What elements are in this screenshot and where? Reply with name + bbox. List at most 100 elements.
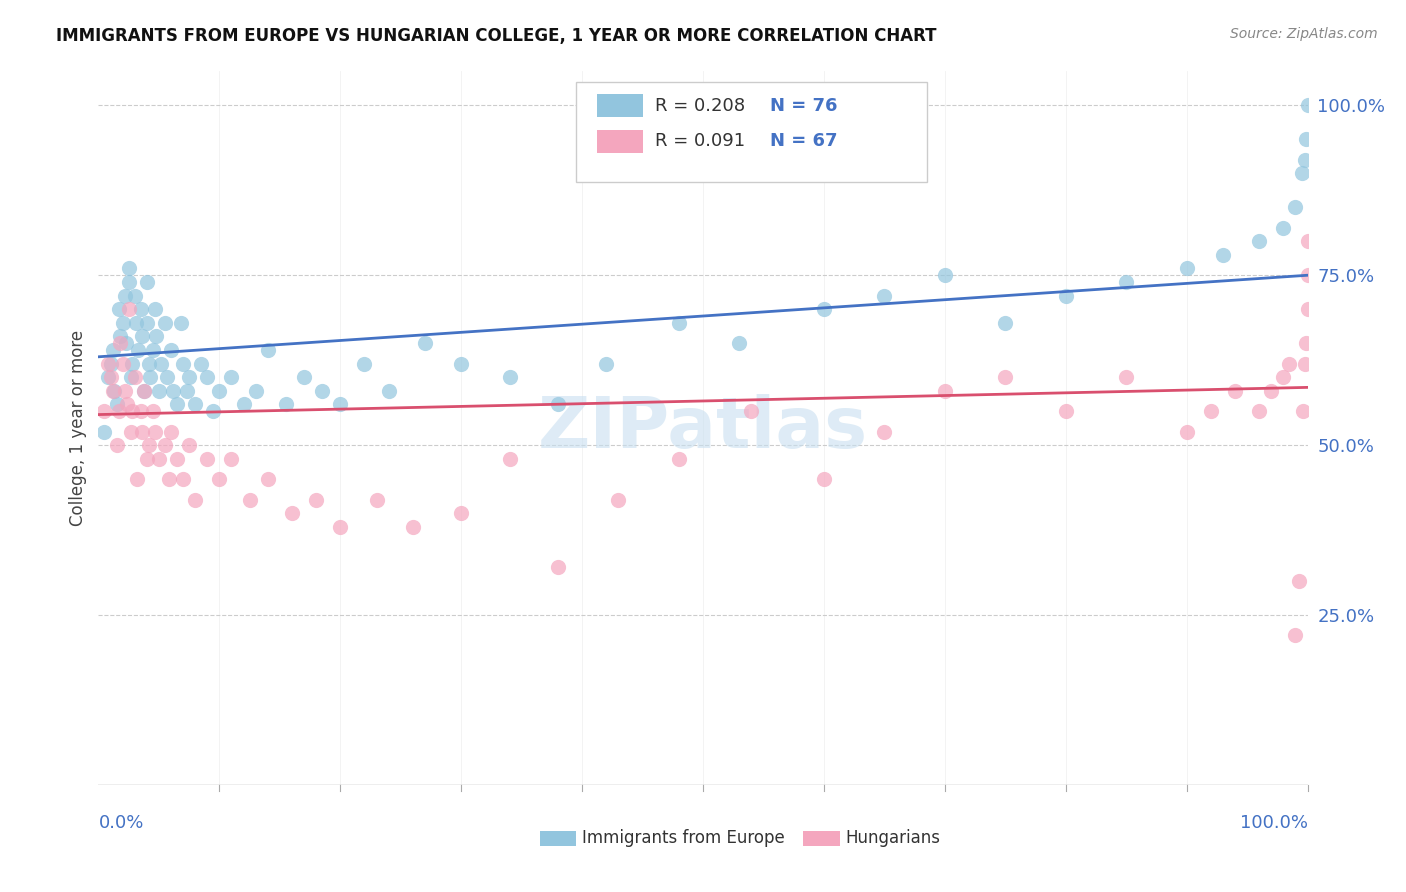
Point: [143, 425, 166, 439]
Point: [402, 519, 425, 533]
Point: [134, 384, 156, 398]
Point: [100, 357, 122, 371]
Point: [97, 370, 120, 384]
Point: [1260, 384, 1282, 398]
Point: [117, 397, 139, 411]
Point: [124, 370, 146, 384]
Point: [547, 560, 569, 574]
Point: [450, 357, 472, 371]
Point: [118, 261, 141, 276]
Point: [1296, 98, 1319, 112]
Point: [202, 404, 225, 418]
Point: [498, 451, 520, 466]
Point: [813, 472, 835, 486]
Point: [124, 288, 146, 302]
Point: [1175, 425, 1198, 439]
Bar: [540, 830, 576, 847]
Point: [1115, 370, 1137, 384]
Point: [105, 397, 128, 411]
Point: [221, 370, 243, 384]
Point: [172, 357, 194, 371]
Point: [145, 329, 167, 343]
Point: [1249, 234, 1271, 248]
Point: [157, 472, 180, 486]
Point: [115, 336, 138, 351]
Point: [120, 370, 142, 384]
Point: [728, 336, 751, 351]
Point: [1295, 132, 1317, 146]
Point: [93, 404, 115, 418]
Point: [292, 370, 315, 384]
Point: [1284, 200, 1306, 214]
Point: [111, 357, 134, 371]
Point: [129, 404, 152, 418]
Point: [740, 404, 762, 418]
Point: [138, 438, 160, 452]
Point: [1284, 628, 1306, 642]
Point: [195, 370, 218, 384]
Point: [134, 384, 156, 398]
Point: [595, 357, 617, 371]
Point: [160, 425, 183, 439]
Point: [166, 451, 188, 466]
Bar: [803, 830, 839, 847]
Point: [1054, 288, 1077, 302]
Point: [245, 384, 267, 398]
Point: [353, 357, 375, 371]
Point: [142, 343, 165, 357]
Point: [142, 404, 165, 418]
Point: [103, 384, 125, 398]
Point: [329, 397, 352, 411]
Point: [274, 397, 297, 411]
Point: [607, 492, 630, 507]
Point: [129, 302, 152, 317]
Point: [668, 451, 690, 466]
Point: [1199, 404, 1222, 418]
Point: [1288, 574, 1310, 588]
Point: [934, 384, 956, 398]
Point: [160, 343, 183, 357]
Point: [108, 329, 131, 343]
Point: [153, 438, 176, 452]
Point: [143, 302, 166, 317]
Point: [873, 425, 896, 439]
Point: [127, 343, 149, 357]
Point: [118, 275, 141, 289]
Point: [184, 397, 207, 411]
Point: [1249, 404, 1271, 418]
Point: [166, 397, 188, 411]
Point: [221, 451, 243, 466]
Point: [184, 492, 207, 507]
Point: [547, 397, 569, 411]
Point: [873, 288, 896, 302]
Point: [120, 425, 142, 439]
Point: [190, 357, 212, 371]
Bar: [596, 95, 643, 117]
Point: [498, 370, 520, 384]
Point: [121, 357, 143, 371]
Point: [813, 302, 835, 317]
Point: [450, 506, 472, 520]
Point: [1295, 336, 1317, 351]
Text: 0.0%: 0.0%: [98, 814, 143, 831]
Point: [135, 275, 157, 289]
Point: [100, 370, 122, 384]
Point: [135, 451, 157, 466]
Point: [108, 336, 131, 351]
Point: [1115, 275, 1137, 289]
Text: Source: ZipAtlas.com: Source: ZipAtlas.com: [1230, 27, 1378, 41]
Point: [148, 384, 170, 398]
Text: N = 67: N = 67: [769, 132, 837, 150]
Text: 100.0%: 100.0%: [1240, 814, 1308, 831]
Point: [1296, 302, 1319, 317]
Point: [1296, 234, 1319, 248]
Point: [934, 268, 956, 283]
Text: IMMIGRANTS FROM EUROPE VS HUNGARIAN COLLEGE, 1 YEAR OR MORE CORRELATION CHART: IMMIGRANTS FROM EUROPE VS HUNGARIAN COLL…: [56, 27, 936, 45]
Point: [131, 329, 153, 343]
Bar: [596, 130, 643, 153]
Point: [232, 397, 254, 411]
Point: [179, 370, 201, 384]
Point: [366, 492, 388, 507]
Point: [93, 425, 115, 439]
Point: [329, 519, 352, 533]
